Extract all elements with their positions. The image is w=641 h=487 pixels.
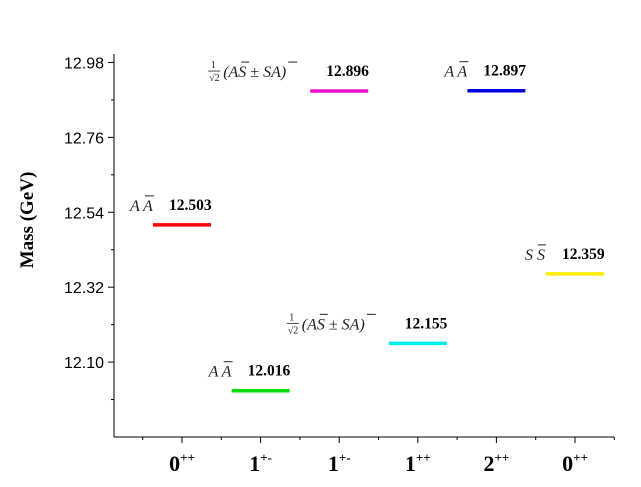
- y-tick-label: 12.54: [64, 205, 104, 222]
- fraction-denominator: √2: [288, 325, 299, 336]
- x-tick-label: 0++: [562, 450, 588, 476]
- x-ticks: 0++ 1+- 1+- 1++ 2++ 0++: [142, 437, 615, 476]
- y-axis-label: Mass (GeV): [17, 172, 38, 269]
- energy-level-4: 12.897 A A: [443, 61, 526, 93]
- fraction-numerator: 1: [289, 312, 294, 323]
- configuration-label: A: [129, 198, 140, 215]
- x-tick-label: 0++: [169, 450, 195, 476]
- configuration-label: S: [525, 247, 533, 264]
- x-tick-label: 1++: [405, 450, 431, 476]
- y-tick-label: 12.10: [64, 355, 104, 372]
- x-tick-label: 1+-: [328, 450, 351, 476]
- energy-level-2: 12.896 1 √2 (AS ± SA): [208, 60, 369, 93]
- configuration-label: A: [142, 198, 153, 215]
- energy-level-1: 12.016 A A: [208, 361, 291, 393]
- energy-level-value: 12.359: [562, 246, 605, 263]
- y-tick-label: 12.98: [64, 55, 104, 72]
- energy-level-value: 12.896: [326, 63, 369, 80]
- energy-level-value: 12.016: [248, 363, 291, 380]
- configuration-label: S: [537, 247, 545, 264]
- energy-level-5: 12.359 S S: [525, 244, 605, 276]
- y-tick-label: 12.76: [64, 130, 104, 147]
- configuration-label: A: [443, 64, 454, 81]
- y-tick-label: 12.32: [64, 280, 104, 297]
- configuration-label: A: [456, 64, 467, 81]
- energy-level-3: 12.155 1 √2 (AS ± SA): [286, 312, 448, 346]
- y-ticks: 12.98 12.76 12.54 12.32 12.10: [64, 55, 114, 401]
- configuration-label: A: [208, 364, 219, 381]
- configuration-label: (AS ± SA): [223, 64, 286, 81]
- fraction-denominator: √2: [209, 73, 220, 84]
- x-tick-label: 1+-: [249, 450, 272, 476]
- configuration-label: A: [221, 364, 232, 381]
- energy-level-value: 12.155: [405, 315, 448, 332]
- x-tick-label: 2++: [483, 450, 509, 476]
- fraction-numerator: 1: [211, 60, 216, 71]
- energy-level-value: 12.897: [483, 63, 526, 80]
- energy-level-value: 12.503: [169, 197, 212, 214]
- configuration-label: (AS ± SA): [302, 316, 365, 333]
- energy-level-0: 12.503 A A: [129, 195, 212, 227]
